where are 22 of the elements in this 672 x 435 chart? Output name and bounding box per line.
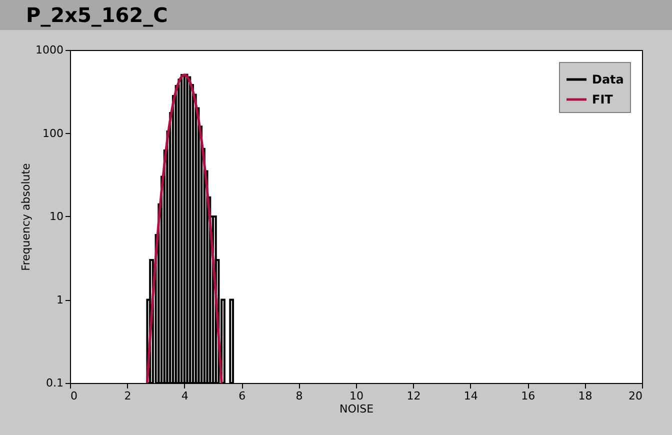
legend-label: Data (592, 72, 624, 86)
y-tick-label: 10 (50, 210, 64, 223)
legend-label: FIT (592, 92, 614, 106)
y-tick-label: 1 (56, 293, 64, 306)
chart-title: P_2x5_162_C (0, 0, 672, 30)
y-tick-label: 0.1 (46, 376, 64, 390)
y-tick-label: 100 (42, 126, 64, 140)
x-tick-label: 0 (70, 390, 78, 402)
x-tick-label: 8 (296, 390, 303, 402)
line-series (146, 74, 223, 384)
x-tick-label: 20 (628, 390, 642, 402)
x-tick-label: 18 (578, 390, 592, 402)
x-tick-label: 2 (124, 390, 132, 402)
x-tick-label: 10 (350, 390, 364, 402)
x-axis-title: NOISE (339, 402, 374, 416)
x-tick-label: 16 (521, 390, 536, 402)
x-tick-label: 14 (464, 390, 478, 402)
x-tick-label: 6 (238, 390, 246, 402)
x-tick-label: 12 (406, 390, 421, 402)
y-tick-label: 1000 (36, 44, 64, 56)
y-axis-title: Frequency absolute (20, 162, 33, 271)
x-tick-label: 4 (181, 390, 188, 402)
